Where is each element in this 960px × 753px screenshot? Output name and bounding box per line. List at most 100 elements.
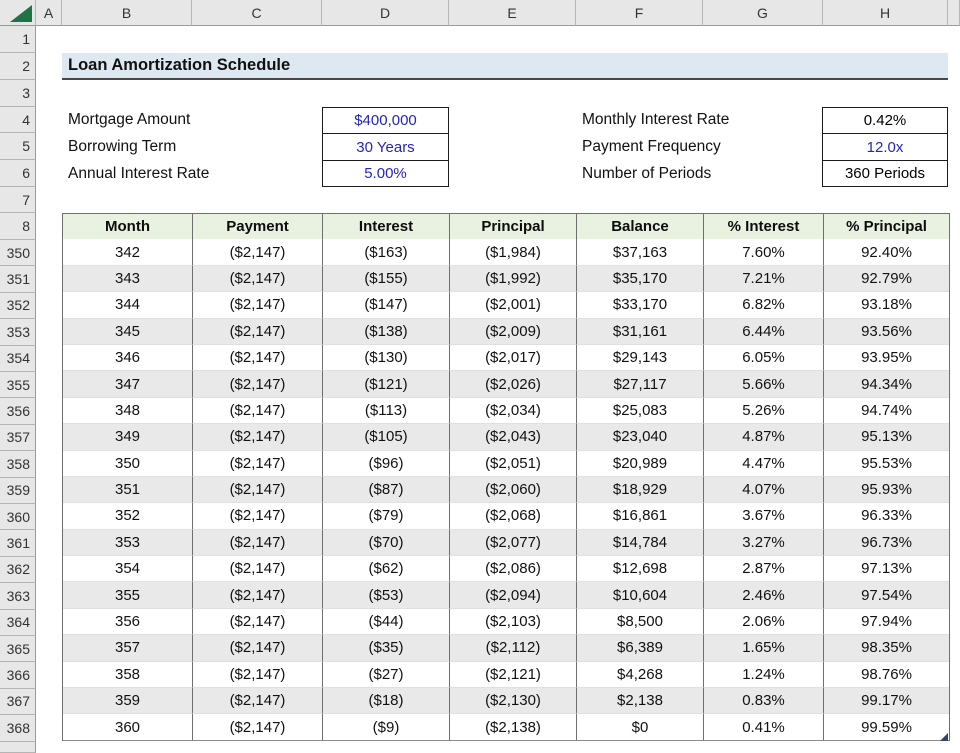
- schedule-cell[interactable]: 96.33%: [824, 503, 949, 529]
- schedule-cell[interactable]: 3.27%: [704, 530, 824, 556]
- value-monthly-interest-rate[interactable]: 0.42%: [822, 107, 948, 134]
- schedule-cell[interactable]: ($62): [323, 556, 450, 582]
- schedule-cell[interactable]: 2.46%: [704, 582, 824, 608]
- schedule-cell[interactable]: ($2,147): [193, 503, 323, 529]
- label-number-of-periods[interactable]: Number of Periods: [582, 161, 711, 187]
- row-header-359[interactable]: 359: [0, 478, 36, 504]
- schedule-cell[interactable]: 94.74%: [824, 398, 949, 424]
- schedule-cell[interactable]: 2.87%: [704, 556, 824, 582]
- schedule-cell[interactable]: 93.18%: [824, 292, 949, 318]
- schedule-header-principal[interactable]: Principal: [450, 213, 577, 240]
- schedule-cell[interactable]: 354: [63, 556, 193, 582]
- schedule-cell[interactable]: 97.13%: [824, 556, 949, 582]
- schedule-cell[interactable]: 344: [63, 292, 193, 318]
- schedule-cell[interactable]: ($2,034): [450, 398, 577, 424]
- schedule-cell[interactable]: ($2,009): [450, 319, 577, 345]
- input-annual-interest-rate[interactable]: 5.00%: [322, 160, 449, 187]
- row-header-3[interactable]: 3: [0, 80, 36, 107]
- schedule-header-month[interactable]: Month: [63, 213, 193, 240]
- select-all-corner[interactable]: [0, 0, 36, 26]
- schedule-cell[interactable]: 97.54%: [824, 582, 949, 608]
- schedule-cell[interactable]: $20,989: [577, 451, 704, 477]
- schedule-cell[interactable]: ($130): [323, 345, 450, 371]
- schedule-cell[interactable]: 345: [63, 319, 193, 345]
- schedule-cell[interactable]: ($2,147): [193, 292, 323, 318]
- schedule-cell[interactable]: $31,161: [577, 319, 704, 345]
- column-header-h[interactable]: H: [823, 0, 948, 26]
- schedule-cell[interactable]: 350: [63, 451, 193, 477]
- schedule-cell[interactable]: ($163): [323, 239, 450, 265]
- schedule-cell[interactable]: 348: [63, 398, 193, 424]
- schedule-cell[interactable]: $6,389: [577, 635, 704, 661]
- schedule-cell[interactable]: 0.83%: [704, 688, 824, 714]
- schedule-cell[interactable]: ($79): [323, 503, 450, 529]
- schedule-cell[interactable]: ($2,051): [450, 451, 577, 477]
- row-header-361[interactable]: 361: [0, 530, 36, 556]
- schedule-cell[interactable]: ($2,068): [450, 503, 577, 529]
- column-header-a[interactable]: A: [36, 0, 62, 26]
- schedule-cell[interactable]: ($87): [323, 477, 450, 503]
- schedule-cell[interactable]: ($2,138): [450, 714, 577, 740]
- value-number-of-periods[interactable]: 360 Periods: [822, 160, 948, 187]
- value-payment-frequency[interactable]: 12.0x: [822, 133, 948, 161]
- schedule-cell[interactable]: $29,143: [577, 345, 704, 371]
- row-header-partial[interactable]: [0, 742, 36, 753]
- schedule-cell[interactable]: ($44): [323, 609, 450, 635]
- schedule-cell[interactable]: ($2,147): [193, 662, 323, 688]
- row-header-357[interactable]: 357: [0, 425, 36, 451]
- schedule-cell[interactable]: $4,268: [577, 662, 704, 688]
- schedule-header-interest[interactable]: Interest: [323, 213, 450, 240]
- schedule-cell[interactable]: 5.66%: [704, 371, 824, 397]
- row-header-354[interactable]: 354: [0, 346, 36, 372]
- row-header-4[interactable]: 4: [0, 107, 36, 133]
- schedule-cell[interactable]: 95.53%: [824, 451, 949, 477]
- schedule-cell[interactable]: $10,604: [577, 582, 704, 608]
- schedule-cell[interactable]: 343: [63, 266, 193, 292]
- schedule-cell[interactable]: ($1,984): [450, 239, 577, 265]
- schedule-cell[interactable]: 94.34%: [824, 371, 949, 397]
- label-mortgage-amount[interactable]: Mortgage Amount: [68, 107, 190, 133]
- column-header-g[interactable]: G: [703, 0, 823, 26]
- row-header-2[interactable]: 2: [0, 53, 36, 80]
- column-header-b[interactable]: B: [62, 0, 192, 26]
- schedule-cell[interactable]: ($113): [323, 398, 450, 424]
- schedule-cell[interactable]: $27,117: [577, 371, 704, 397]
- schedule-cell[interactable]: 347: [63, 371, 193, 397]
- schedule-cell[interactable]: 93.95%: [824, 345, 949, 371]
- row-header-363[interactable]: 363: [0, 583, 36, 609]
- schedule-cell[interactable]: 349: [63, 424, 193, 450]
- schedule-cell[interactable]: 356: [63, 609, 193, 635]
- schedule-cell[interactable]: $14,784: [577, 530, 704, 556]
- schedule-cell[interactable]: 4.07%: [704, 477, 824, 503]
- sheet-title-cell[interactable]: Loan Amortization Schedule: [62, 53, 948, 80]
- row-header-351[interactable]: 351: [0, 266, 36, 292]
- schedule-cell[interactable]: 92.40%: [824, 239, 949, 265]
- row-header-356[interactable]: 356: [0, 398, 36, 424]
- column-header-e[interactable]: E: [449, 0, 576, 26]
- row-header-353[interactable]: 353: [0, 319, 36, 345]
- schedule-cell[interactable]: ($2,147): [193, 530, 323, 556]
- schedule-cell[interactable]: ($2,147): [193, 319, 323, 345]
- schedule-cell[interactable]: ($2,130): [450, 688, 577, 714]
- schedule-cell[interactable]: 99.17%: [824, 688, 949, 714]
- schedule-cell[interactable]: $2,138: [577, 688, 704, 714]
- schedule-cell[interactable]: ($2,147): [193, 239, 323, 265]
- schedule-cell[interactable]: 342: [63, 239, 193, 265]
- schedule-header-balance[interactable]: Balance: [577, 213, 704, 240]
- schedule-header-interest[interactable]: % Interest: [704, 213, 824, 240]
- schedule-cell[interactable]: ($147): [323, 292, 450, 318]
- label-payment-frequency[interactable]: Payment Frequency: [582, 134, 721, 160]
- schedule-cell[interactable]: 2.06%: [704, 609, 824, 635]
- schedule-cell[interactable]: 4.87%: [704, 424, 824, 450]
- row-header-1[interactable]: 1: [0, 26, 36, 53]
- schedule-cell[interactable]: 99.59%: [824, 714, 949, 740]
- row-header-355[interactable]: 355: [0, 372, 36, 398]
- schedule-cell[interactable]: ($155): [323, 266, 450, 292]
- schedule-cell[interactable]: ($2,086): [450, 556, 577, 582]
- schedule-cell[interactable]: ($70): [323, 530, 450, 556]
- row-header-368[interactable]: 368: [0, 715, 36, 741]
- schedule-cell[interactable]: ($2,094): [450, 582, 577, 608]
- schedule-cell[interactable]: 6.82%: [704, 292, 824, 318]
- schedule-cell[interactable]: ($1,992): [450, 266, 577, 292]
- schedule-cell[interactable]: ($96): [323, 451, 450, 477]
